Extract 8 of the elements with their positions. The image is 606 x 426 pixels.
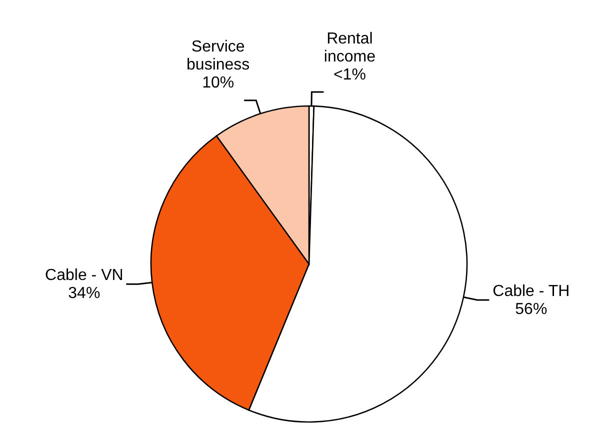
data-label: 34% xyxy=(68,285,100,302)
slice-label: Cable - VN xyxy=(45,267,124,284)
data-label: 10% xyxy=(202,74,234,92)
slice-label: Service business xyxy=(186,38,250,74)
data-label: 56% xyxy=(515,301,548,318)
data-label: <1% xyxy=(333,66,366,84)
slice-label: Cable - TH xyxy=(492,283,570,300)
slice-label: Rental income xyxy=(324,30,376,66)
